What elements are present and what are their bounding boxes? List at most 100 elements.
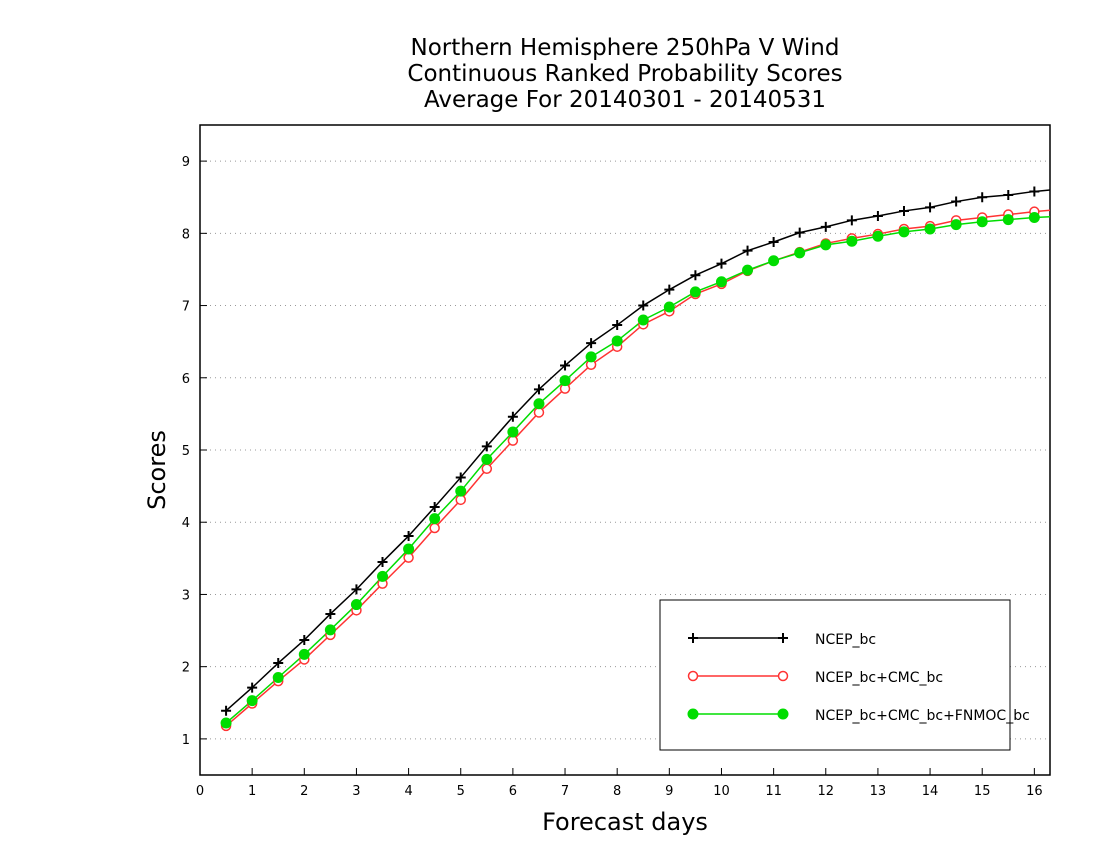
data-point: [507, 435, 519, 446]
data-point: [403, 543, 415, 555]
data-point: [768, 255, 780, 267]
x-tick-label: 7: [561, 784, 569, 799]
y-tick-label: 6: [182, 372, 190, 387]
data-point: [1029, 186, 1040, 197]
data-point: [481, 441, 492, 452]
data-point: [742, 264, 754, 276]
data-point: [507, 426, 519, 438]
legend-marker: [777, 670, 789, 682]
data-point: [429, 522, 440, 534]
data-point: [273, 658, 284, 669]
chart-title-line-2: Continuous Ranked Probability Scores: [407, 61, 843, 87]
data-point: [690, 270, 701, 281]
data-point: [324, 624, 336, 636]
y-tick-label: 1: [182, 733, 190, 748]
data-point: [455, 472, 466, 483]
x-tick-label: 3: [352, 784, 360, 799]
data-point: [560, 360, 571, 371]
data-point: [455, 485, 467, 497]
legend-label: NCEP_bc: [815, 632, 876, 648]
data-point: [507, 411, 518, 422]
legend-marker: [687, 670, 699, 682]
data-point: [481, 453, 493, 465]
data-point: [976, 216, 988, 228]
data-point: [715, 276, 727, 288]
data-point: [429, 502, 440, 513]
x-tick-label: 9: [665, 784, 673, 799]
x-tick-label: 15: [974, 784, 991, 799]
data-point: [794, 227, 805, 238]
data-point: [1002, 214, 1014, 226]
data-point: [820, 221, 831, 232]
data-point: [272, 672, 284, 683]
data-point: [377, 570, 389, 582]
data-point: [638, 300, 649, 311]
legend-marker: [687, 708, 699, 720]
data-point: [898, 205, 909, 216]
x-tick-label: 8: [613, 784, 621, 799]
data-point: [794, 247, 806, 259]
data-point: [1003, 190, 1014, 201]
y-tick-label: 3: [182, 588, 190, 603]
data-point: [220, 717, 232, 729]
legend-box: [659, 599, 1011, 751]
x-tick-label: 12: [817, 784, 834, 799]
data-point: [612, 320, 623, 331]
y-tick-label: 8: [182, 227, 190, 242]
data-point: [1028, 211, 1040, 223]
data-point: [898, 226, 910, 238]
data-point: [689, 286, 701, 298]
x-axis-title: Forecast days: [542, 808, 708, 836]
x-tick-label: 13: [870, 784, 887, 799]
x-tick-label: 6: [509, 784, 517, 799]
data-point: [637, 314, 649, 326]
data-point: [247, 682, 258, 693]
data-point: [377, 556, 388, 567]
data-point: [350, 599, 362, 611]
legend-marker: [688, 633, 698, 643]
x-tick-label: 2: [300, 784, 308, 799]
y-tick-label: 5: [182, 444, 190, 459]
data-point: [455, 494, 466, 506]
chart-title-line-3: Average For 20140301 - 20140531: [423, 87, 827, 113]
x-tick-label: 1: [248, 784, 256, 799]
y-tick-label: 7: [182, 300, 190, 315]
data-point: [403, 552, 414, 563]
data-point: [664, 284, 675, 295]
data-point: [429, 513, 441, 525]
x-tick-label: 4: [404, 784, 412, 799]
data-point: [533, 407, 545, 418]
legend-label: NCEP_bc+CMC_bc: [815, 670, 943, 686]
data-point: [925, 202, 936, 213]
data-point: [977, 192, 988, 203]
data-point: [872, 230, 884, 242]
data-point: [820, 239, 832, 251]
data-point: [481, 463, 493, 475]
x-tick-label: 0: [196, 784, 204, 799]
legend-marker: [777, 708, 789, 720]
data-point: [299, 634, 310, 645]
data-point: [246, 695, 258, 707]
data-point: [716, 258, 727, 269]
data-point: [924, 223, 936, 235]
data-point: [951, 196, 962, 207]
data-point: [663, 301, 675, 313]
data-point: [533, 384, 544, 395]
data-point: [950, 219, 962, 231]
data-point: [846, 235, 858, 247]
legend-label: NCEP_bc+CMC_bc+FNMOC_bc: [815, 708, 1030, 724]
chart-title-line-1: Northern Hemisphere 250hPa V Wind: [410, 35, 840, 61]
data-point: [585, 351, 597, 363]
y-tick-label: 4: [182, 516, 190, 531]
legend-marker: [778, 633, 788, 643]
data-point: [846, 215, 857, 226]
data-point: [559, 375, 571, 387]
data-point: [351, 584, 362, 595]
data-point: [768, 237, 779, 247]
x-tick-label: 5: [457, 784, 465, 799]
data-point: [586, 338, 597, 349]
x-tick-label: 16: [1026, 784, 1043, 799]
data-point: [221, 705, 232, 716]
x-tick-label: 11: [765, 784, 782, 799]
